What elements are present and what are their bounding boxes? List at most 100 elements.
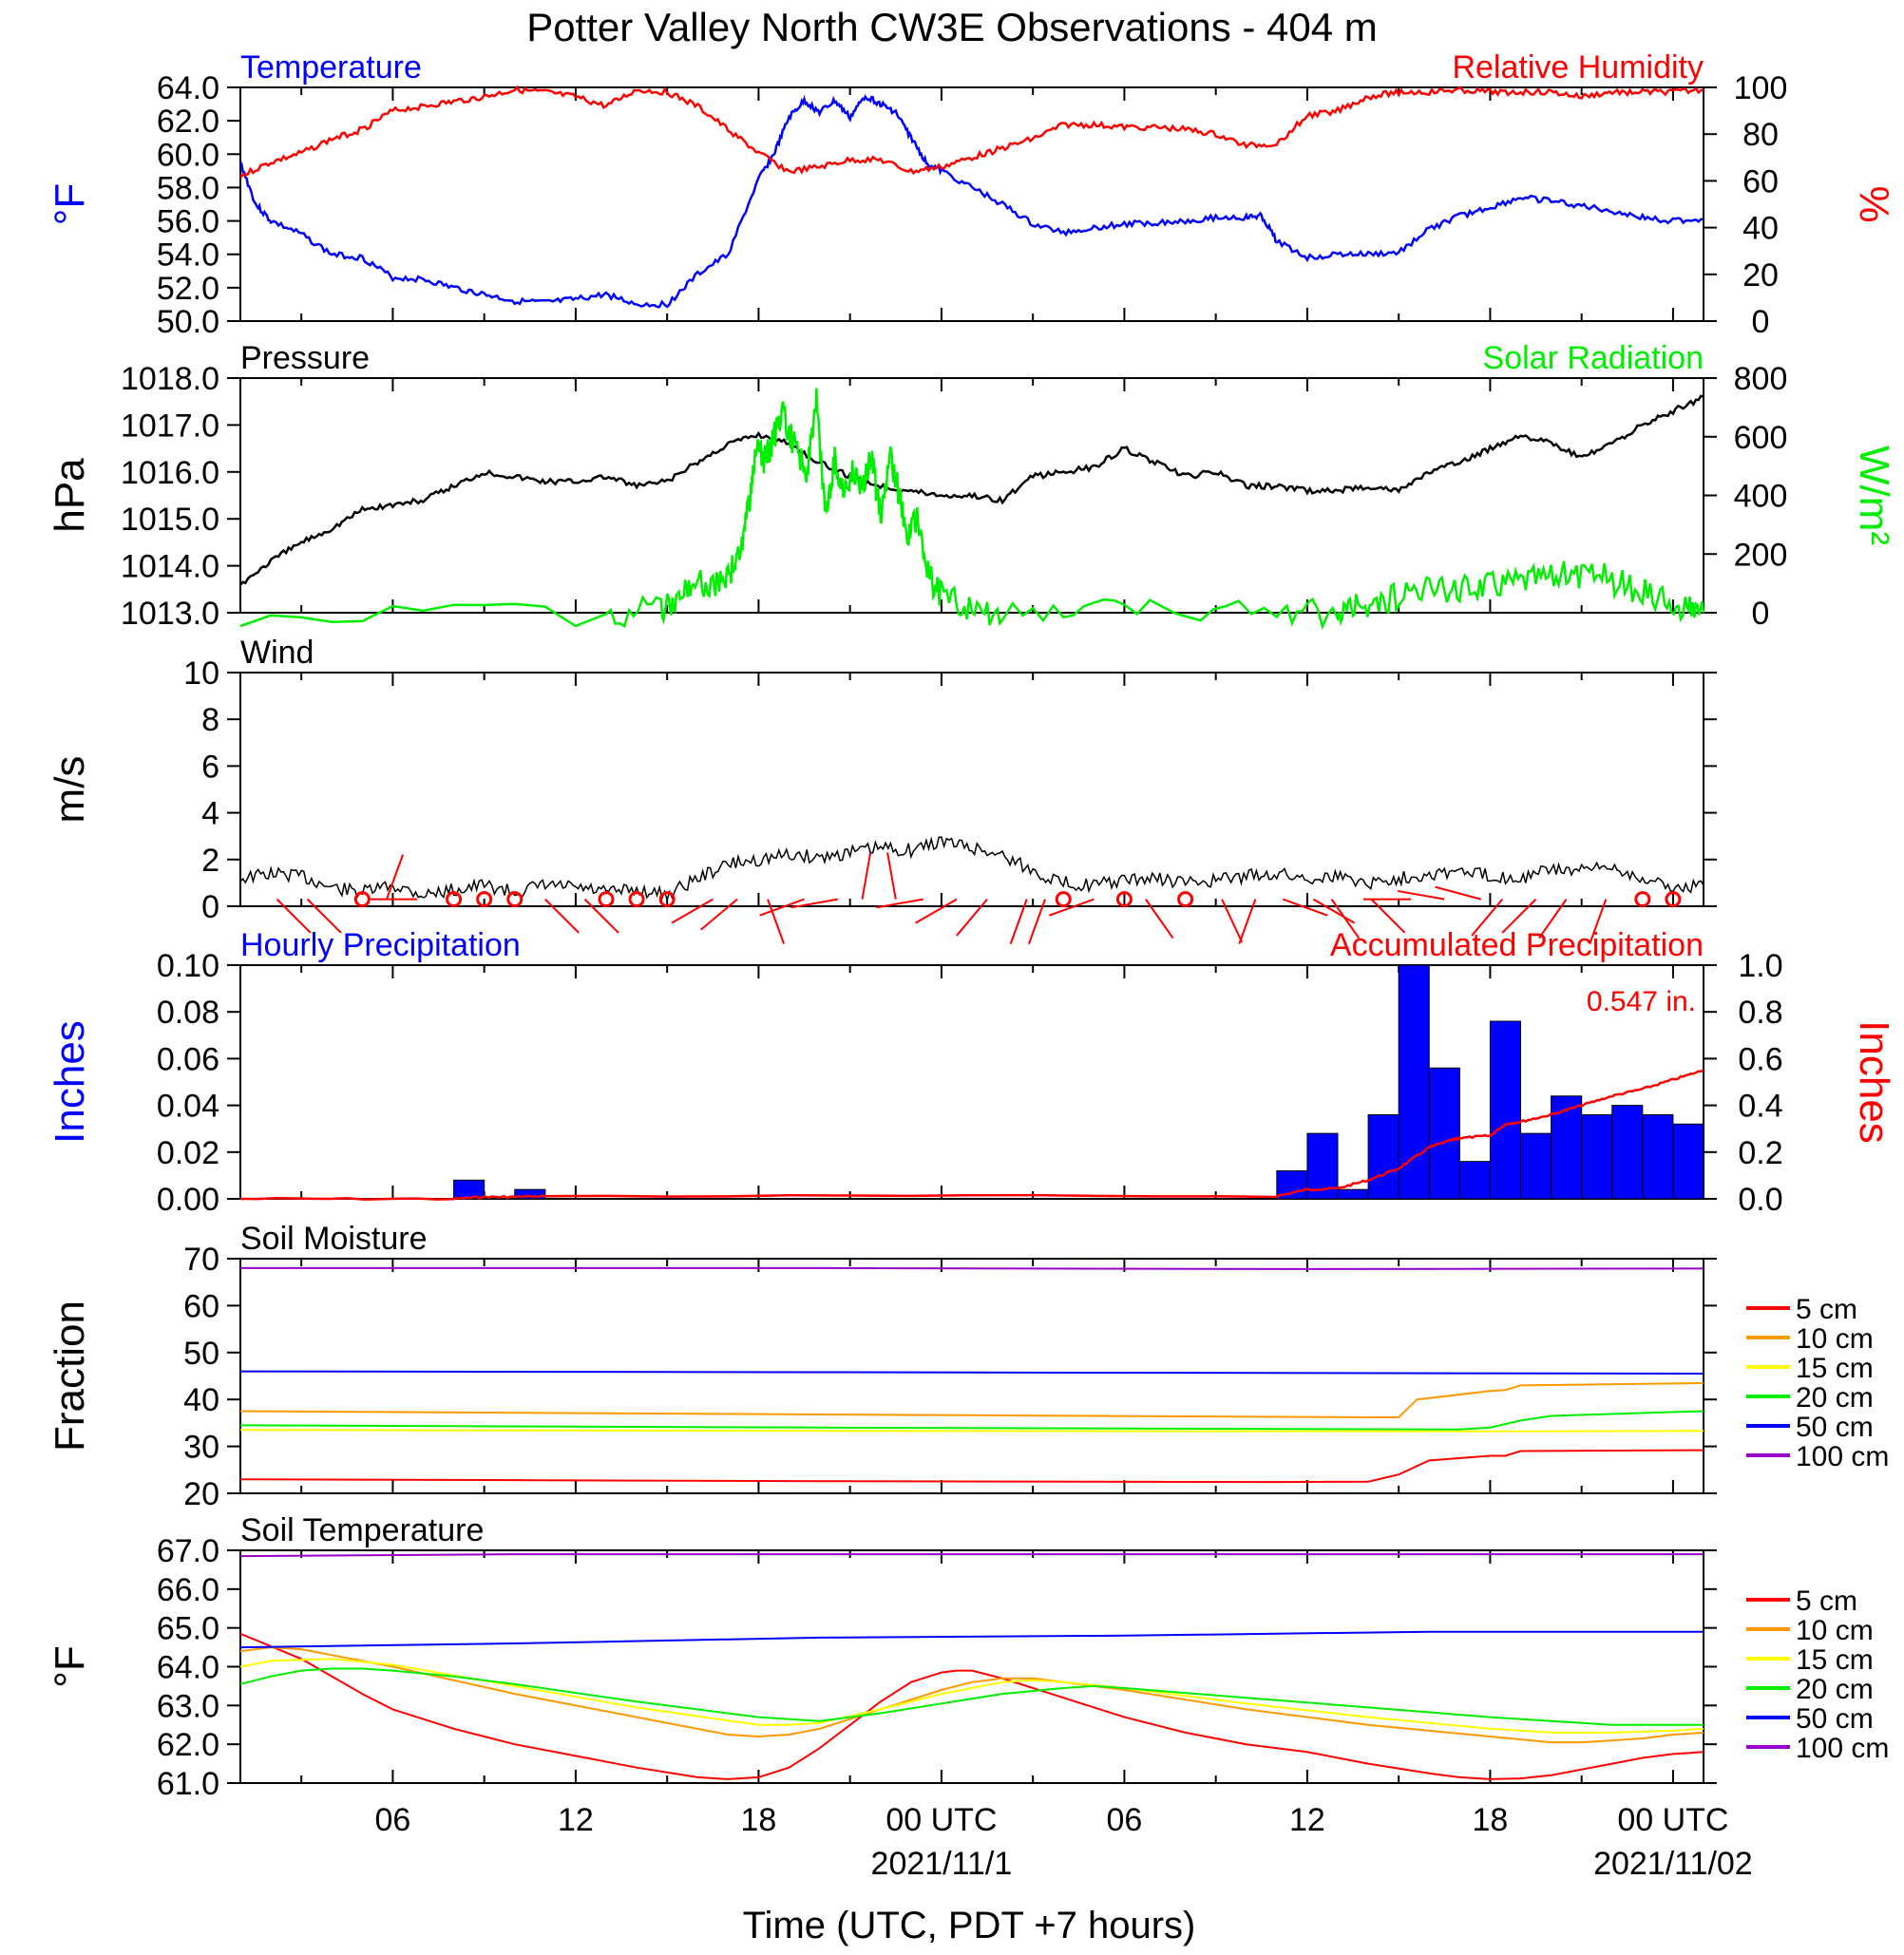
y-tick-label-right: 0.0	[1738, 1182, 1782, 1218]
wind-barb	[861, 852, 872, 900]
y-tick-label-left: 0.04	[157, 1089, 219, 1125]
wind-barb	[1589, 899, 1608, 944]
y-tick-label-left: 58.0	[157, 170, 219, 206]
legend-entry: 10 cm	[1796, 1615, 1874, 1646]
panel-title-left: Soil Moisture	[240, 1221, 428, 1257]
y-tick-label-right: 20	[1742, 257, 1779, 294]
wind-barb	[1238, 899, 1257, 944]
series-line-100-cm	[239, 1553, 1704, 1558]
y-tick-label-left: 63.0	[157, 1688, 219, 1724]
precip-bar	[1520, 1132, 1552, 1200]
x-tick-label: 12	[558, 1802, 594, 1838]
panel-title-right: Solar Radiation	[1483, 340, 1704, 376]
y-tick-label-left: 64.0	[157, 70, 219, 106]
panel-title-right: Accumulated Precipitation	[1330, 927, 1704, 963]
y-axis-label-right: Inches	[1851, 1020, 1897, 1144]
y-axis-label-right: %	[1851, 185, 1897, 222]
calm-wind-marker	[476, 891, 493, 908]
panel-title-left: Pressure	[240, 340, 370, 376]
wind-barb	[306, 898, 342, 934]
precip-bar	[1367, 1113, 1399, 1200]
y-tick-label-right: 80	[1742, 117, 1779, 153]
x-tick-label: 18	[1473, 1802, 1509, 1838]
y-tick-label-left: 52.0	[157, 271, 219, 307]
x-tick-label: 06	[1107, 1802, 1143, 1838]
y-tick-label-left: 4	[201, 796, 219, 832]
y-tick-label-left: 40	[183, 1382, 219, 1418]
y-tick-label-left: 0.06	[157, 1041, 219, 1077]
y-tick-label-right: 0.2	[1738, 1135, 1782, 1171]
accumulated-total-label: 0.547 in.	[1587, 986, 1696, 1017]
precip-bar	[1398, 964, 1430, 1200]
series-line-pressure	[239, 394, 1704, 586]
wind-barb	[790, 898, 839, 909]
series-line-10-cm	[239, 1646, 1704, 1744]
calm-wind-marker	[658, 891, 676, 908]
y-tick-label-left: 50	[183, 1336, 219, 1372]
wind-barb	[1435, 885, 1482, 901]
precip-bar	[1611, 1105, 1644, 1200]
panel-title-left: Hourly Precipitation	[240, 927, 521, 963]
y-tick-label-left: 6	[201, 749, 219, 785]
calm-wind-marker	[353, 891, 371, 908]
y-tick-label-right: 400	[1734, 479, 1788, 515]
series-line-5-cm	[239, 1632, 1704, 1780]
x-tick-label: 06	[375, 1802, 411, 1838]
precip-bar	[1458, 1161, 1491, 1200]
series-line-wind	[239, 836, 1704, 902]
plot-frame	[239, 672, 1704, 907]
y-tick-label-right: 0	[1752, 596, 1770, 632]
y-axis-label-left: Inches	[47, 1020, 93, 1144]
panel-title-left: Temperature	[240, 49, 422, 85]
y-tick-label-left: 61.0	[157, 1766, 219, 1802]
wind-barb	[1538, 899, 1568, 940]
panel-title-left: Soil Temperature	[240, 1512, 484, 1548]
y-axis-label-left: Fraction	[47, 1300, 93, 1452]
wind-barb	[876, 898, 923, 909]
series-line-20-cm	[239, 1667, 1704, 1726]
legend-entry: 50 cm	[1796, 1703, 1874, 1735]
calm-wind-marker	[598, 891, 615, 908]
precip-bar	[1642, 1113, 1674, 1200]
wind-barb	[1501, 898, 1537, 934]
calm-wind-marker	[1177, 891, 1194, 908]
panel-wind: 0 2 4 6 8 10 Wind m/s	[47, 635, 1717, 944]
y-tick-label-left: 65.0	[157, 1611, 219, 1647]
chart-title: Potter Valley North CW3E Observations - …	[526, 5, 1378, 49]
y-tick-label-left: 50.0	[157, 304, 219, 340]
x-axis-label: Time (UTC, PDT +7 hours)	[743, 1905, 1196, 1946]
legend-entry: 20 cm	[1796, 1382, 1874, 1414]
wind-barb	[700, 898, 738, 931]
y-tick-label-right: 600	[1734, 420, 1788, 456]
precip-bar	[1581, 1113, 1613, 1200]
legend-entry: 10 cm	[1796, 1323, 1874, 1355]
wind-barb	[386, 854, 405, 900]
series-line-15-cm	[239, 1429, 1704, 1433]
legend-entry: 15 cm	[1796, 1644, 1874, 1676]
y-axis-label-left: °F	[47, 183, 93, 225]
y-tick-label-right: 0.6	[1738, 1041, 1782, 1077]
y-axis-label-left: hPa	[47, 458, 93, 533]
y-tick-label-left: 66.0	[157, 1572, 219, 1608]
calm-wind-marker	[1055, 891, 1072, 908]
precip-bar	[514, 1188, 546, 1200]
y-axis-label-left: °F	[47, 1645, 93, 1687]
series-line-solar-radiation	[239, 388, 1705, 631]
wind-barb	[1397, 889, 1445, 901]
y-tick-label-left: 70	[183, 1242, 219, 1278]
panel-title-left: Wind	[240, 635, 314, 671]
calm-wind-marker	[628, 891, 645, 908]
calm-wind-marker	[1665, 891, 1682, 908]
legend-entry: 100 cm	[1796, 1441, 1889, 1472]
x-tick-label: 00 UTC	[1617, 1802, 1728, 1838]
legend-entry: 5 cm	[1796, 1585, 1857, 1617]
wind-barb	[759, 898, 805, 917]
y-tick-label-left: 54.0	[157, 237, 219, 274]
precip-bar	[1489, 1020, 1521, 1200]
x-tick-label: 12	[1289, 1802, 1325, 1838]
wind-barb	[1221, 899, 1244, 943]
y-tick-label-right: 0.4	[1738, 1089, 1782, 1125]
series-line-10-cm	[239, 1381, 1704, 1418]
